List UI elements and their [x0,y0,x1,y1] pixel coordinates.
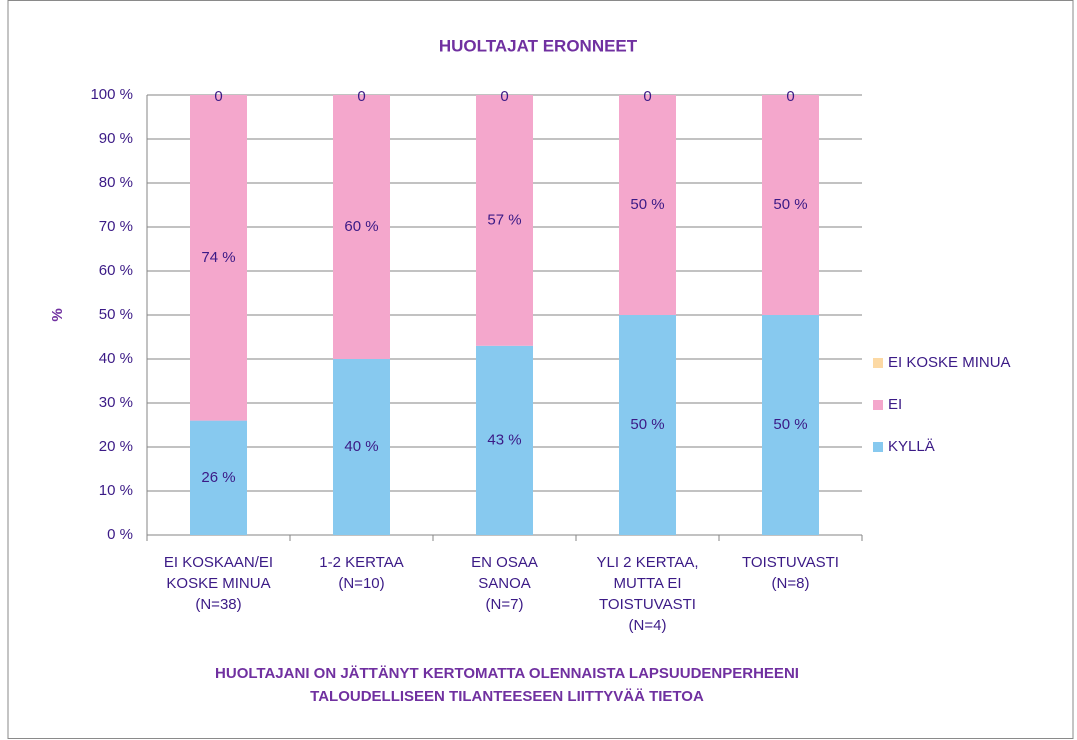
x-tick-label: YLI 2 KERTAA, [597,554,699,571]
legend-label: EI KOSKE MINUA [888,354,1011,371]
y-tick-label: 50 % [99,306,133,323]
x-tick-label: (N=38) [195,596,241,613]
data-label: 50 % [773,196,807,213]
legend-swatch [873,358,883,368]
bar-segment [762,95,819,315]
y-tick-label: 70 % [99,218,133,235]
data-label: 50 % [630,416,664,433]
data-label: 0 [500,88,508,105]
x-tick-label: (N=8) [772,575,810,592]
y-tick-label: 30 % [99,394,133,411]
bar-segment [619,315,676,535]
legend-swatch [873,442,883,452]
x-tick-label: (N=4) [629,617,667,634]
x-axis-label: TALOUDELLISEEN TILANTEESEEN LIITTYVÄÄ TI… [310,688,704,705]
y-tick-label: 0 % [107,526,133,543]
bar-segment [190,420,247,535]
legend-swatch [873,400,883,410]
bar-segment [333,95,390,359]
bar-segment [762,315,819,535]
data-label: 43 % [487,431,521,448]
y-tick-label: 90 % [99,130,133,147]
data-label: 60 % [344,218,378,235]
data-label: 26 % [201,469,235,486]
bar-segment [190,95,247,421]
x-axis-label: HUOLTAJANI ON JÄTTÄNYT KERTOMATTA OLENNA… [215,665,799,682]
data-label: 57 % [487,211,521,228]
x-tick-label: MUTTA EI [613,575,681,592]
y-axis-label: % [49,308,66,321]
y-tick-label: 60 % [99,262,133,279]
legend-label: KYLLÄ [888,438,935,455]
data-label: 0 [214,88,222,105]
y-tick-label: 100 % [90,86,133,103]
chart-title: HUOLTAJAT ERONNEET [439,36,638,55]
y-tick-label: 80 % [99,174,133,191]
x-tick-label: EI KOSKAAN/EI [164,554,273,571]
data-label: 50 % [773,416,807,433]
y-tick-label: 10 % [99,482,133,499]
data-label: 74 % [201,249,235,266]
bar-segment [333,359,390,535]
x-tick-label: (N=7) [486,596,524,613]
chart-border [7,0,1074,739]
x-tick-label: TOISTUVASTI [599,596,696,613]
data-label: 0 [786,88,794,105]
x-tick-label: KOSKE MINUA [166,575,270,592]
data-label: 0 [357,88,365,105]
y-tick-label: 40 % [99,350,133,367]
x-tick-label: SANOA [478,575,531,592]
y-tick-label: 20 % [99,438,133,455]
x-tick-label: (N=10) [338,575,384,592]
x-tick-label: TOISTUVASTI [742,554,839,571]
bar-segment [476,95,533,346]
data-label: 40 % [344,438,378,455]
data-label: 50 % [630,196,664,213]
x-tick-label: 1-2 KERTAA [319,554,403,571]
bar-segment [619,95,676,315]
legend-label: EI [888,396,902,413]
x-tick-label: EN OSAA [471,554,538,571]
bar-segment [476,345,533,535]
data-label: 0 [643,88,651,105]
